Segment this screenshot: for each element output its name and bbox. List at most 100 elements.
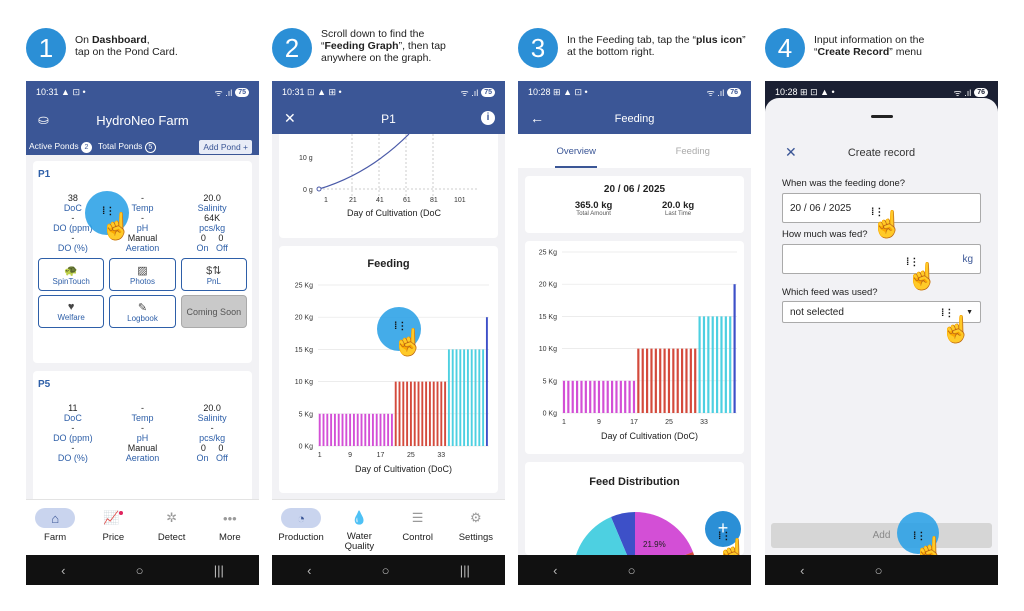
- metric-value: -: [71, 443, 75, 453]
- pond-card-p1[interactable]: P1 38 - 20.0 DoC Temp Salinity - - 64K D…: [33, 161, 252, 363]
- pointing-hand-icon: ☝: [906, 261, 939, 291]
- tab-production[interactable]: ◔ Production: [273, 508, 329, 543]
- feeding-bar: [318, 413, 321, 446]
- total-ponds-filter[interactable]: Total Ponds 5: [98, 141, 156, 153]
- spintouch-button[interactable]: 🐢 SpinTouch: [38, 258, 105, 291]
- farm-logo-icon[interactable]: ⛀: [38, 112, 49, 127]
- back-icon[interactable]: ‹: [553, 562, 558, 578]
- feeding-bar: [470, 349, 473, 446]
- tab-farm[interactable]: ⌂ Farm: [27, 508, 83, 543]
- home-button-icon[interactable]: ○: [381, 562, 390, 578]
- step-text: ”, then tap: [398, 40, 446, 52]
- y-tick-label: 15 Kg: [539, 314, 557, 321]
- metric-value: 0 0: [200, 443, 224, 453]
- step-text: Scroll down to find the: [321, 28, 425, 40]
- close-icon[interactable]: ✕: [284, 110, 296, 126]
- pie-slice: [635, 512, 693, 555]
- battery-icon: 75: [235, 88, 249, 97]
- unit-label: kg: [962, 253, 973, 265]
- metric-value: -: [71, 233, 75, 243]
- feeding-date-field[interactable]: 20 / 06 / 2025: [782, 193, 981, 223]
- feed-type-label: Which feed was used?: [782, 287, 878, 298]
- feeding-bar: [432, 381, 435, 446]
- home-button-icon[interactable]: ○: [874, 562, 883, 578]
- app-header: ⛀ HydroNeo Farm: [26, 104, 259, 139]
- feeding-graph-card[interactable]: Feeding 0 Kg 5 Kg 10 Kg 15 Kg 20 Kg 25 Kg 1 9 17…: [279, 246, 498, 493]
- pnl-button[interactable]: $⇅ PnL: [180, 258, 247, 291]
- metric-value: 0 0: [200, 233, 224, 243]
- feeding-bar: [402, 381, 405, 446]
- home-button-icon[interactable]: ○: [627, 562, 636, 578]
- x-tick-label: 9: [348, 452, 352, 459]
- data-point: [316, 186, 322, 192]
- add-button[interactable]: Add: [771, 523, 992, 548]
- feed-amount-input[interactable]: kg: [782, 244, 981, 274]
- plus-icon: +: [717, 518, 729, 538]
- feeding-bar: [676, 348, 679, 413]
- feeding-bar: [584, 380, 587, 413]
- welfare-button[interactable]: ♥ Welfare: [38, 295, 105, 328]
- phone-create-record: 10:28 ⊞ ⊡ ▲ • ᯤ .ıl 76 ✕ Create record W…: [765, 81, 998, 585]
- feeding-bar: [417, 381, 420, 446]
- tab-water-quality[interactable]: 💧 Water Quality: [331, 508, 387, 552]
- feeding-bar: [436, 381, 439, 446]
- add-feeding-fab[interactable]: +: [705, 511, 741, 547]
- pie-slice: [576, 517, 627, 555]
- step-number: 2: [272, 28, 312, 68]
- y-tick-label: 5 Kg: [543, 378, 558, 385]
- tab-price[interactable]: 📈 Price: [85, 508, 141, 543]
- y-tick-label: 25 Kg: [539, 250, 557, 257]
- x-tick-label: 9: [597, 419, 601, 426]
- tab-label: Control: [402, 532, 433, 543]
- back-arrow-icon[interactable]: ←: [530, 110, 544, 126]
- button-label: PnL: [206, 276, 221, 286]
- active-ponds-filter[interactable]: Active Ponds 2: [29, 141, 92, 153]
- home-button-icon[interactable]: ○: [135, 562, 144, 578]
- dropdown-arrow-icon: ▼: [966, 308, 973, 316]
- metric-label: DO (%): [57, 243, 88, 253]
- feeding-bar: [398, 381, 401, 446]
- feeding-bar: [624, 380, 627, 413]
- pond-card-p5[interactable]: P5 11 - 20.0 DoC Temp Salinity - - - DO …: [33, 371, 252, 511]
- tab-label: Price: [102, 532, 125, 543]
- feeding-bar: [383, 413, 386, 446]
- feeding-bar: [619, 380, 622, 413]
- tab-overview[interactable]: Overview: [518, 134, 635, 168]
- more-icon: •••: [223, 510, 237, 526]
- tab-more[interactable]: ••• More: [202, 508, 258, 544]
- close-icon[interactable]: ✕: [785, 144, 797, 160]
- sheet-handle[interactable]: [870, 115, 893, 118]
- step-text: “: [321, 40, 325, 52]
- x-tick-label: 25: [407, 452, 415, 459]
- tab-control[interactable]: ☰ Control: [390, 508, 446, 543]
- logbook-icon: ✎: [137, 301, 148, 314]
- bottom-tab-bar: ◔ Production 💧 Water Quality ☰ Control ⚙ Set…: [272, 499, 505, 555]
- pointing-hand-icon: ☝: [871, 209, 904, 239]
- feeding-bar: [356, 413, 359, 446]
- feeding-bar: [720, 316, 723, 413]
- back-icon[interactable]: ‹: [307, 562, 312, 578]
- feeding-bar: [702, 316, 706, 413]
- back-icon[interactable]: ‹: [800, 562, 805, 578]
- metric-value: -: [210, 423, 214, 433]
- tab-detect[interactable]: ✲ Detect: [144, 508, 200, 543]
- recents-icon[interactable]: |||: [213, 562, 224, 578]
- photos-button[interactable]: ▨ Photos: [109, 258, 176, 291]
- feeding-bar: [663, 348, 666, 413]
- recents-icon[interactable]: |||: [459, 562, 470, 578]
- metric-value: -: [71, 213, 75, 223]
- back-icon[interactable]: ‹: [61, 562, 66, 578]
- active-tab-underline: [555, 166, 598, 168]
- feeding-bar: [602, 380, 605, 413]
- y-tick-label: 20 Kg: [539, 282, 557, 289]
- tab-feeding[interactable]: Feeding: [635, 134, 752, 168]
- info-icon[interactable]: i: [481, 111, 495, 125]
- feed-type-select[interactable]: not selected ▼: [782, 301, 981, 323]
- tab-settings[interactable]: ⚙ Settings: [448, 508, 504, 543]
- metric-value: 20.0: [203, 193, 221, 203]
- x-tick-label: 25: [665, 419, 673, 426]
- growth-chart-card[interactable]: 10 g 0 g 1 21 41 61 81 101 Day of Cultiv…: [279, 133, 498, 238]
- feeding-bar: [428, 381, 431, 446]
- logbook-button[interactable]: ✎ Logbook: [109, 295, 176, 328]
- add-pond-button[interactable]: Add Pond +: [199, 140, 252, 154]
